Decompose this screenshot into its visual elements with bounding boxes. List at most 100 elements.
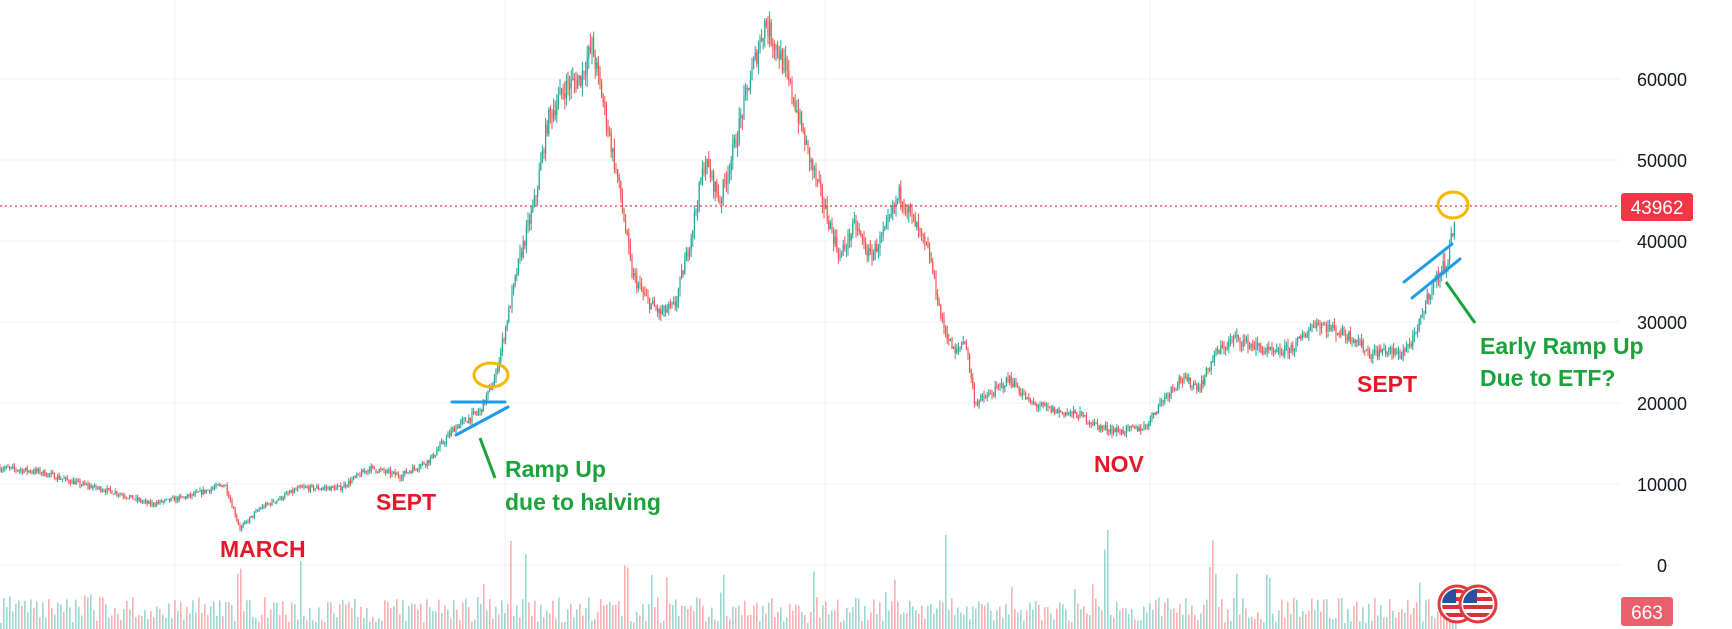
volume-bar bbox=[687, 609, 689, 629]
candle-body bbox=[367, 469, 369, 473]
candle-body bbox=[10, 467, 12, 469]
volume-bar bbox=[1101, 610, 1103, 629]
volume-bar bbox=[807, 622, 809, 629]
candle-body bbox=[1066, 413, 1068, 415]
volume-bars bbox=[0, 530, 1457, 629]
candle-body bbox=[156, 502, 158, 506]
candle-body bbox=[327, 487, 329, 489]
volume-bar bbox=[1131, 608, 1133, 629]
candle-body bbox=[417, 469, 419, 471]
volume-bar bbox=[1002, 617, 1004, 629]
candle-body bbox=[1077, 417, 1079, 419]
volume-bar bbox=[546, 610, 548, 629]
candle-body bbox=[866, 251, 868, 257]
candle-body bbox=[705, 166, 707, 175]
volume-bar bbox=[21, 605, 23, 629]
candle-body bbox=[221, 485, 223, 488]
candle-body bbox=[5, 466, 7, 469]
candle-body bbox=[191, 493, 193, 497]
candle-body bbox=[429, 457, 431, 464]
volume-bar bbox=[879, 602, 881, 629]
candle-body bbox=[1285, 345, 1287, 347]
candle-body bbox=[1021, 393, 1023, 396]
candle-body bbox=[586, 58, 588, 74]
candle-body bbox=[671, 302, 673, 305]
candle-body bbox=[749, 79, 751, 91]
candle-body bbox=[559, 88, 561, 96]
candle-body bbox=[1105, 425, 1107, 428]
volume-bar bbox=[432, 610, 434, 629]
candle-body bbox=[388, 469, 390, 471]
candle-body bbox=[541, 150, 543, 162]
volume-bar bbox=[195, 612, 197, 629]
candle-body bbox=[17, 470, 19, 472]
candle-body bbox=[1109, 428, 1111, 432]
candle-body bbox=[530, 211, 532, 224]
candle-body bbox=[77, 480, 79, 482]
candle-body bbox=[572, 78, 574, 80]
candle-body bbox=[1049, 406, 1051, 408]
volume-bar bbox=[1104, 549, 1106, 629]
current-price-tag: 43962 bbox=[1621, 193, 1693, 221]
candle-body bbox=[605, 104, 607, 127]
volume-bar bbox=[1092, 584, 1094, 629]
candle-body bbox=[279, 496, 281, 500]
candle-body bbox=[340, 485, 342, 491]
candle-body bbox=[644, 293, 646, 295]
volume-bar bbox=[366, 608, 368, 629]
volume-bar bbox=[693, 611, 695, 629]
volume-bar bbox=[765, 613, 767, 629]
volume-bar bbox=[207, 615, 209, 629]
volume-bar bbox=[1191, 605, 1193, 629]
candle-body bbox=[615, 168, 617, 170]
us-flag-icon[interactable] bbox=[1458, 584, 1498, 624]
candle-body bbox=[93, 484, 95, 487]
candle-body bbox=[1367, 349, 1369, 352]
volume-bar bbox=[525, 554, 527, 629]
candle-body bbox=[1226, 347, 1228, 349]
volume-bar bbox=[1158, 597, 1160, 629]
volume-bar bbox=[591, 620, 593, 629]
candle-body bbox=[852, 221, 854, 235]
candle-body bbox=[789, 80, 791, 82]
volume-bar bbox=[576, 609, 578, 629]
candle-body bbox=[652, 301, 654, 304]
candle-body bbox=[1281, 353, 1283, 355]
candle-body bbox=[607, 126, 609, 133]
candle-body bbox=[962, 341, 964, 345]
volume-bar bbox=[267, 618, 269, 629]
candle-body bbox=[1292, 344, 1294, 351]
price-axis[interactable]: 0 10000 20000 30000 40000 50000 60000 bbox=[1637, 70, 1687, 576]
candle-body bbox=[1089, 422, 1091, 424]
volume-bar bbox=[1251, 617, 1253, 629]
volume-bar bbox=[456, 609, 458, 629]
candle-body bbox=[849, 233, 851, 241]
candle-body bbox=[76, 480, 78, 482]
candle-body bbox=[1364, 350, 1366, 352]
volume-bar bbox=[1122, 608, 1124, 629]
candle-body bbox=[881, 235, 883, 237]
candle-body bbox=[169, 498, 171, 501]
candle-body bbox=[325, 487, 327, 489]
price-axis-tick: 30000 bbox=[1637, 313, 1687, 333]
candle-body bbox=[1121, 429, 1123, 435]
candle-body bbox=[834, 236, 836, 244]
candle-body bbox=[1418, 318, 1420, 330]
candle-body bbox=[386, 470, 388, 473]
candle-body bbox=[197, 491, 199, 493]
candle-body bbox=[1201, 380, 1203, 392]
candle-body bbox=[575, 81, 577, 89]
volume-bar bbox=[351, 608, 353, 629]
candle-body bbox=[1220, 345, 1222, 354]
volume-bar bbox=[45, 617, 47, 629]
candle-body bbox=[786, 64, 788, 71]
volume-bar bbox=[630, 621, 632, 629]
volume-bar bbox=[1392, 610, 1394, 629]
volume-bar bbox=[936, 608, 938, 629]
candle-body bbox=[1361, 340, 1363, 346]
volume-bar bbox=[1305, 614, 1307, 629]
candle-body bbox=[1138, 427, 1140, 431]
candle-body bbox=[431, 454, 433, 458]
candle-body bbox=[153, 502, 155, 505]
